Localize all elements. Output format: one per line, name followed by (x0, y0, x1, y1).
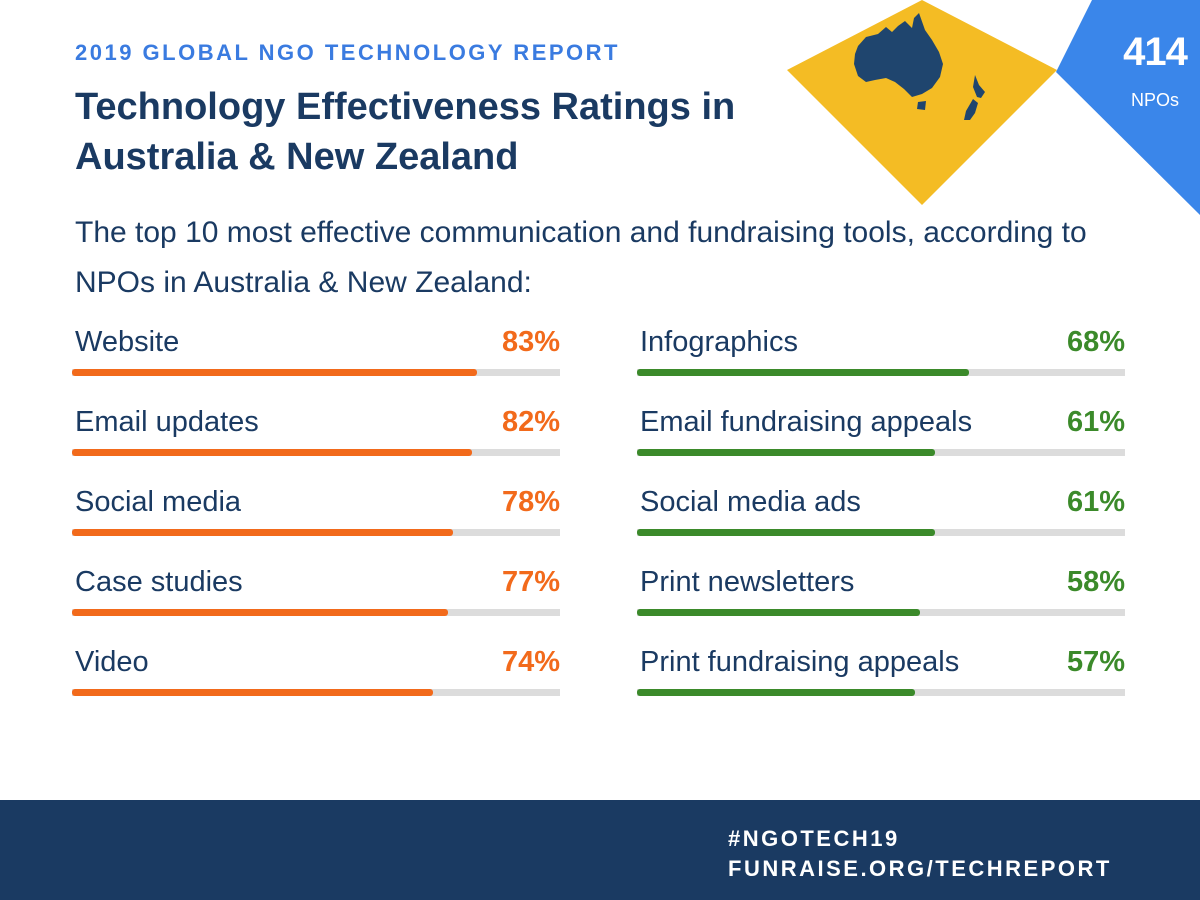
bar-fill (72, 529, 453, 536)
bar-row-left-3: Social media 78% (72, 486, 560, 546)
bar-row-right-3: Social media ads 61% (637, 486, 1125, 546)
bar-value-label: 58% (1066, 566, 1125, 598)
bar-track (637, 369, 1125, 376)
bar-fill (72, 449, 473, 456)
australia-new-zealand-map-icon (854, 13, 985, 120)
bar-value-label: 61% (1066, 406, 1125, 438)
badge-diamond (1056, 0, 1200, 215)
badge-number: 414 (1123, 30, 1188, 74)
footer-bar: #NGOTECH19 FUNRAISE.ORG/TECHREPORT (0, 800, 1200, 900)
bar-row-right-4: Print newsletters 58% (637, 566, 1125, 626)
bar-fill (72, 369, 478, 376)
bar-row-right-1: Infographics 68% (637, 326, 1125, 386)
bar-value-label: 82% (501, 406, 560, 438)
bar-track (72, 689, 560, 696)
bar-value-label: 61% (1066, 486, 1125, 518)
bar-value-label: 74% (501, 646, 560, 678)
bar-row-left-5: Video 74% (72, 646, 560, 706)
bar-row-right-2: Email fundraising appeals 61% (637, 406, 1125, 466)
bar-fill (637, 529, 935, 536)
page-subtitle: The top 10 most effective communication … (75, 216, 1087, 299)
bar-label: Infographics (640, 326, 798, 358)
bar-fill (637, 369, 969, 376)
page-title: Technology Effectiveness Ratings in Aust… (75, 86, 736, 178)
bar-value-label: 68% (1066, 326, 1125, 358)
bar-label: Email fundraising appeals (640, 406, 973, 438)
bar-label: Email updates (75, 406, 259, 438)
bar-fill (72, 689, 434, 696)
bar-track (72, 529, 560, 536)
bar-value-label: 57% (1066, 646, 1125, 678)
bar-label: Print newsletters (640, 566, 855, 598)
bar-label: Video (75, 646, 149, 678)
bar-fill (637, 609, 921, 616)
bar-row-left-2: Email updates 82% (72, 406, 560, 466)
footer-hashtag: #NGOTECH19 (728, 826, 900, 851)
bar-row-left-4: Case studies 77% (72, 566, 560, 626)
bar-row-left-1: Website 83% (72, 326, 560, 386)
bar-fill (72, 609, 448, 616)
footer-url: FUNRAISE.ORG/TECHREPORT (728, 856, 1112, 881)
bar-track (637, 529, 1125, 536)
bar-label: Social media (75, 486, 242, 518)
bar-label: Print fundraising appeals (640, 646, 960, 678)
bar-value-label: 78% (501, 486, 560, 518)
report-kicker: 2019 GLOBAL NGO TECHNOLOGY REPORT (75, 40, 620, 65)
bar-label: Website (75, 326, 180, 358)
bar-track (637, 689, 1125, 696)
bar-track (637, 609, 1125, 616)
header-decoration (787, 0, 1200, 215)
bar-row-right-5: Print fundraising appeals 57% (637, 646, 1125, 706)
bar-value-label: 77% (501, 566, 560, 598)
bar-fill (637, 689, 916, 696)
bar-label: Case studies (75, 566, 243, 598)
bar-label: Social media ads (640, 486, 861, 518)
bar-track (72, 369, 560, 376)
bar-track (72, 609, 560, 616)
bar-track (72, 449, 560, 456)
badge-unit: NPOs (1130, 90, 1179, 110)
bar-fill (637, 449, 935, 456)
bar-value-label: 83% (501, 326, 560, 358)
bar-track (637, 449, 1125, 456)
